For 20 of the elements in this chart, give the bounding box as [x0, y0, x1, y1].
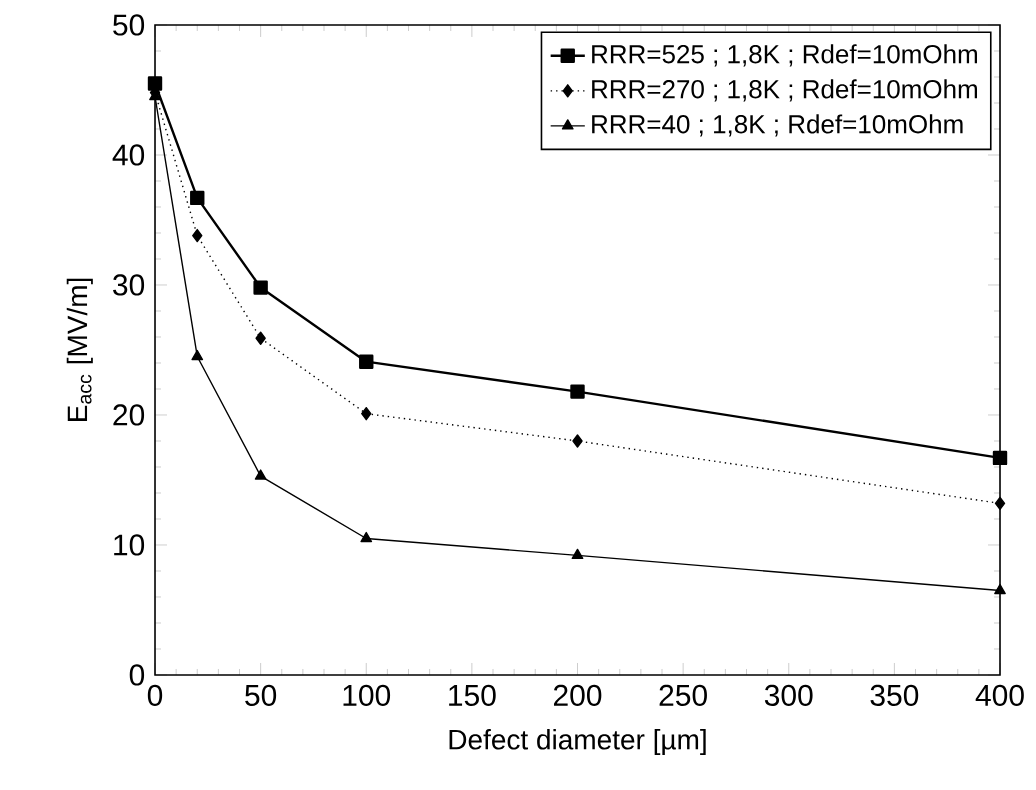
x-axis-title: Defect diameter [µm]	[449, 729, 706, 756]
x-tick-label: 400	[975, 684, 1024, 706]
x-tick-label: 300	[764, 684, 813, 706]
y-tick-label: 50	[113, 14, 145, 36]
y-tick-label: 10	[114, 534, 145, 556]
legend-label: RRR=40 ; 1,8K ; Rdef=10mOhm	[592, 114, 963, 137]
legend-label: RRR=270 ; 1,8K ; Rdef=10mOhm	[592, 79, 977, 102]
x-tick-label: 150	[449, 684, 496, 706]
y-tick-label: 20	[113, 404, 145, 426]
x-tick-label: 200	[553, 684, 602, 706]
x-tick-label: 50	[245, 684, 277, 706]
y-axis-title: E$_{acc}$ [MV/m]	[66, 278, 93, 422]
x-tick-label: 0	[147, 684, 163, 706]
x-tick-label: 100	[343, 684, 391, 706]
y-tick-label: 0	[129, 664, 145, 686]
x-tick-label: 250	[659, 684, 707, 706]
y-tick-label: 30	[113, 274, 145, 296]
legend-label: RRR=525 ; 1,8K ; Rdef=10mOhm	[592, 44, 977, 67]
x-tick-label: 350	[870, 684, 919, 706]
y-tick-label: 40	[112, 144, 145, 166]
